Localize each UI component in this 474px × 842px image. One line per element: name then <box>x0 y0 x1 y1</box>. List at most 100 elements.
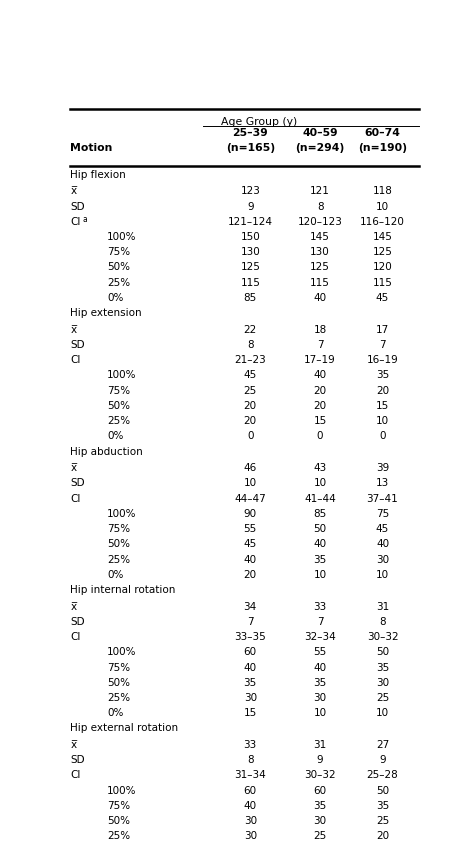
Text: 75%: 75% <box>107 248 130 258</box>
Text: 123: 123 <box>240 186 260 196</box>
Text: 35: 35 <box>313 555 327 564</box>
Text: 0%: 0% <box>107 570 123 580</box>
Text: 33: 33 <box>244 740 257 750</box>
Text: 55: 55 <box>313 647 327 658</box>
Text: 40: 40 <box>244 801 257 811</box>
Text: 0%: 0% <box>107 708 123 718</box>
Text: 30–32: 30–32 <box>304 770 336 781</box>
Text: 10: 10 <box>313 570 327 580</box>
Text: CI: CI <box>70 493 81 504</box>
Text: 25: 25 <box>244 386 257 396</box>
Text: 27: 27 <box>376 740 389 750</box>
Text: 30: 30 <box>376 555 389 564</box>
Text: 7: 7 <box>379 340 386 350</box>
Text: 125: 125 <box>240 263 260 273</box>
Text: 31: 31 <box>376 601 389 611</box>
Text: 7: 7 <box>247 617 254 626</box>
Text: 60–74: 60–74 <box>365 128 401 138</box>
Text: 40: 40 <box>313 540 327 549</box>
Text: 41–44: 41–44 <box>304 493 336 504</box>
Text: 35: 35 <box>376 370 389 381</box>
Text: 25: 25 <box>376 816 389 826</box>
Text: 120: 120 <box>373 263 392 273</box>
Text: 50: 50 <box>376 786 389 796</box>
Text: 45: 45 <box>244 540 257 549</box>
Text: 50%: 50% <box>107 540 130 549</box>
Text: 40: 40 <box>376 540 389 549</box>
Text: x̅: x̅ <box>70 740 76 750</box>
Text: 25–39: 25–39 <box>232 128 268 138</box>
Text: 125: 125 <box>373 248 392 258</box>
Text: 25%: 25% <box>107 555 130 564</box>
Text: Hip abduction: Hip abduction <box>70 446 143 456</box>
Text: 75%: 75% <box>107 801 130 811</box>
Text: 115: 115 <box>310 278 330 288</box>
Text: CI: CI <box>70 632 81 642</box>
Text: 40: 40 <box>244 663 257 673</box>
Text: Hip extension: Hip extension <box>70 308 142 318</box>
Text: 100%: 100% <box>107 509 137 519</box>
Text: 130: 130 <box>240 248 260 258</box>
Text: 44–47: 44–47 <box>235 493 266 504</box>
Text: Age Group (y): Age Group (y) <box>221 116 297 126</box>
Text: x̅: x̅ <box>70 186 76 196</box>
Text: 25%: 25% <box>107 416 130 426</box>
Text: Hip internal rotation: Hip internal rotation <box>70 585 176 595</box>
Text: 9: 9 <box>379 755 386 765</box>
Text: 0: 0 <box>247 431 254 441</box>
Text: 30: 30 <box>244 816 257 826</box>
Text: 25: 25 <box>313 831 327 841</box>
Text: Hip external rotation: Hip external rotation <box>70 723 178 733</box>
Text: (n=165): (n=165) <box>226 142 275 152</box>
Text: 100%: 100% <box>107 647 137 658</box>
Text: Hip flexion: Hip flexion <box>70 170 126 179</box>
Text: CI: CI <box>70 770 81 781</box>
Text: 35: 35 <box>376 663 389 673</box>
Text: 75%: 75% <box>107 386 130 396</box>
Text: 10: 10 <box>376 416 389 426</box>
Text: 25%: 25% <box>107 831 130 841</box>
Text: 17: 17 <box>376 325 389 335</box>
Text: 10: 10 <box>244 478 257 488</box>
Text: 50%: 50% <box>107 678 130 688</box>
Text: 15: 15 <box>244 708 257 718</box>
Text: 46: 46 <box>244 463 257 473</box>
Text: 15: 15 <box>313 416 327 426</box>
Text: 10: 10 <box>376 570 389 580</box>
Text: x̅: x̅ <box>70 463 76 473</box>
Text: 39: 39 <box>376 463 389 473</box>
Text: 9: 9 <box>247 201 254 211</box>
Text: 40: 40 <box>313 663 327 673</box>
Text: 30: 30 <box>244 831 257 841</box>
Text: 10: 10 <box>313 478 327 488</box>
Text: 43: 43 <box>313 463 327 473</box>
Text: 21–23: 21–23 <box>235 355 266 365</box>
Text: 125: 125 <box>310 263 330 273</box>
Text: 75: 75 <box>376 509 389 519</box>
Text: 115: 115 <box>373 278 392 288</box>
Text: 20: 20 <box>313 386 327 396</box>
Text: 118: 118 <box>373 186 392 196</box>
Text: 25%: 25% <box>107 278 130 288</box>
Text: (n=294): (n=294) <box>295 142 345 152</box>
Text: 20: 20 <box>244 416 257 426</box>
Text: 45: 45 <box>376 524 389 534</box>
Text: 30: 30 <box>376 678 389 688</box>
Text: 10: 10 <box>313 708 327 718</box>
Text: 45: 45 <box>376 293 389 303</box>
Text: 20: 20 <box>313 401 327 411</box>
Text: 0: 0 <box>317 431 323 441</box>
Text: 31–34: 31–34 <box>235 770 266 781</box>
Text: 25%: 25% <box>107 693 130 703</box>
Text: 60: 60 <box>244 647 257 658</box>
Text: 145: 145 <box>373 232 392 242</box>
Text: 35: 35 <box>244 678 257 688</box>
Text: 45: 45 <box>244 370 257 381</box>
Text: 8: 8 <box>247 340 254 350</box>
Text: 120–123: 120–123 <box>298 216 343 226</box>
Text: 121: 121 <box>310 186 330 196</box>
Text: 30: 30 <box>313 816 327 826</box>
Text: 100%: 100% <box>107 786 137 796</box>
Text: 40–59: 40–59 <box>302 128 338 138</box>
Text: 20: 20 <box>244 570 257 580</box>
